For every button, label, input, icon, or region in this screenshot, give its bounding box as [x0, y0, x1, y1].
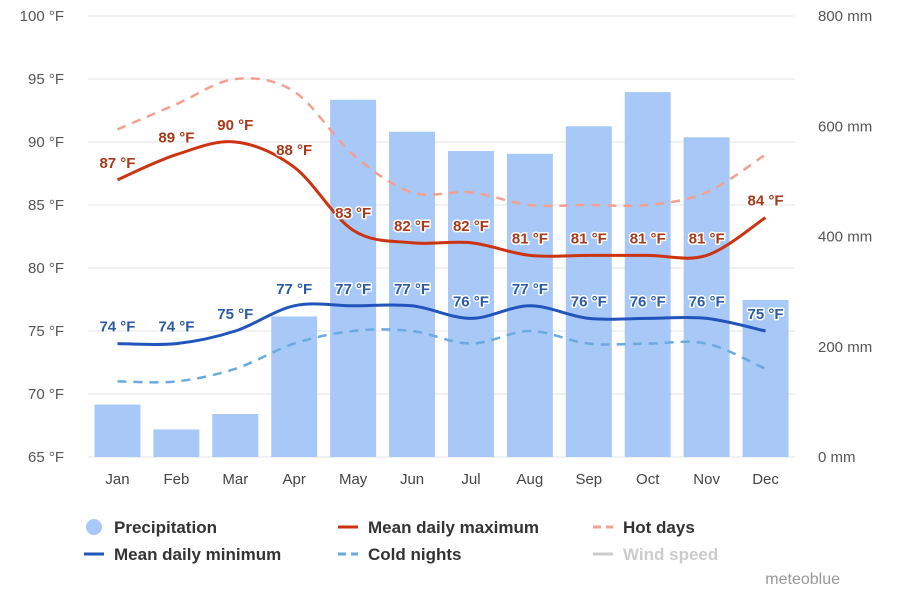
right-axis: 0 mm 200 mm 400 mm 600 mm 800 mm: [818, 8, 872, 466]
legend-item-cold-nights[interactable]: Cold nights: [338, 545, 461, 564]
x-tick-label: Dec: [752, 471, 779, 488]
mean-max-data-label: 84 °F: [748, 193, 784, 210]
x-axis-labels: Jan Feb Mar Apr May Jun Jul Aug Sep Oct Nov Dec: [105, 471, 779, 488]
mean-max-line: [116, 140, 767, 260]
precipitation-bar: [330, 99, 377, 457]
mean-min-line: [117, 302, 766, 347]
mean-min-data-label: 77 °F: [512, 281, 548, 298]
mean-max-data-label: 87 °F: [99, 155, 135, 172]
precipitation-bar: [624, 92, 671, 457]
legend-precipitation-marker: [86, 519, 102, 535]
y-left-tick-label: 80 °F: [28, 260, 64, 277]
legend-mean-max-label: Mean daily maximum: [368, 518, 539, 537]
grid-lines: [88, 15, 795, 458]
precipitation-bar: [389, 131, 436, 457]
mean-min-data-label: 76 °F: [571, 293, 607, 310]
data-labels: 87 °F 89 °F 90 °F 88 °F 83 °F 82 °F 82 °F 81 °F…: [98, 116, 785, 338]
y-left-tick-label: 75 °F: [28, 323, 64, 340]
x-tick-label: Apr: [283, 471, 306, 488]
y-right-tick-label: 200 mm: [818, 339, 872, 356]
precipitation-bar: [742, 299, 789, 457]
mean-max-data-label: 81 °F: [512, 230, 548, 247]
mean-max-data-label: 81 °F: [630, 230, 666, 247]
legend-precipitation-label: Precipitation: [114, 518, 217, 537]
legend-item-precipitation[interactable]: Precipitation: [86, 518, 217, 537]
precipitation-bar: [565, 126, 612, 457]
mean-max-data-label: 81 °F: [571, 230, 607, 247]
left-axis: 65 °F 70 °F 75 °F 80 °F 85 °F 90 °F 95 °F 100 °…: [20, 8, 64, 466]
x-tick-label: Jan: [105, 471, 129, 488]
precipitation-bar: [683, 137, 730, 457]
mean-min-data-label: 77 °F: [335, 281, 371, 298]
precipitation-bar: [94, 404, 141, 457]
x-tick-label: Feb: [163, 471, 189, 488]
mean-min-data-label: 74 °F: [158, 319, 194, 336]
mean-min-data-label: 76 °F: [689, 293, 725, 310]
mean-min-data-label: 74 °F: [99, 319, 135, 336]
legend-item-wind-speed[interactable]: Wind speed: [593, 545, 718, 564]
mean-max-data-label: 82 °F: [453, 218, 489, 235]
legend-item-mean-min[interactable]: Mean daily minimum: [84, 545, 281, 564]
x-tick-label: Sep: [575, 471, 602, 488]
mean-min-data-label: 76 °F: [630, 293, 666, 310]
y-left-tick-label: 85 °F: [28, 197, 64, 214]
mean-min-data-label: 75 °F: [748, 306, 784, 323]
mean-max-data-label: 88 °F: [276, 142, 312, 159]
x-tick-label: Oct: [636, 471, 660, 488]
mean-min-data-label: 77 °F: [394, 281, 430, 298]
y-left-tick-label: 95 °F: [28, 71, 64, 88]
mean-min-data-label: 77 °F: [276, 281, 312, 298]
legend-item-hot-days[interactable]: Hot days: [593, 518, 695, 537]
legend-wind-speed-label: Wind speed: [623, 545, 718, 564]
mean-max-data-label: 90 °F: [217, 117, 253, 134]
legend-item-mean-max[interactable]: Mean daily maximum: [338, 518, 539, 537]
legend-hot-days-label: Hot days: [623, 518, 695, 537]
x-tick-label: Jun: [400, 471, 424, 488]
legend-mean-min-label: Mean daily minimum: [114, 545, 281, 564]
y-right-tick-label: 600 mm: [818, 118, 872, 135]
mean-min-data-label: 75 °F: [217, 306, 253, 323]
credit-text[interactable]: meteoblue: [765, 571, 840, 588]
y-left-tick-label: 65 °F: [28, 449, 64, 466]
y-right-tick-label: 0 mm: [818, 449, 856, 466]
mean-max-data-label: 83 °F: [335, 205, 371, 222]
precipitation-bar: [271, 316, 318, 457]
mean-max-data-label: 82 °F: [394, 218, 430, 235]
mean-max-data-label: 89 °F: [158, 130, 194, 147]
legend-cold-nights-label: Cold nights: [368, 545, 461, 564]
legend: Precipitation Mean daily maximum Hot day…: [84, 518, 718, 564]
hot-days-line: [117, 77, 767, 208]
cold-nights-line: [117, 328, 766, 384]
y-left-tick-label: 70 °F: [28, 386, 64, 403]
x-tick-label: May: [339, 471, 368, 488]
x-tick-label: Nov: [693, 471, 720, 488]
series-lines: [116, 77, 767, 384]
precipitation-bar: [447, 151, 494, 457]
precipitation-bar: [212, 414, 259, 457]
mean-max-data-label: 81 °F: [689, 230, 725, 247]
y-right-tick-label: 800 mm: [818, 8, 872, 25]
x-tick-label: Aug: [517, 471, 544, 488]
y-left-tick-label: 90 °F: [28, 134, 64, 151]
y-right-tick-label: 400 mm: [818, 229, 872, 246]
precipitation-bar: [153, 429, 200, 457]
x-tick-label: Jul: [461, 471, 480, 488]
mean-min-data-label: 76 °F: [453, 293, 489, 310]
y-left-tick-label: 100 °F: [20, 8, 64, 25]
x-tick-label: Mar: [222, 471, 248, 488]
